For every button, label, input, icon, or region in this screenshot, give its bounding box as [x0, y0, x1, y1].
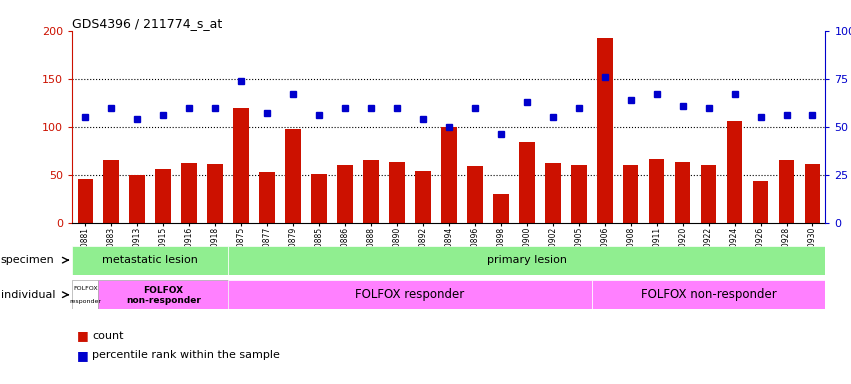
Bar	[104, 161, 119, 223]
Bar	[727, 121, 742, 223]
Text: FOLFOX: FOLFOX	[73, 286, 98, 291]
Bar	[597, 38, 613, 223]
Text: ■: ■	[77, 329, 89, 343]
Bar	[467, 166, 483, 223]
Bar	[363, 161, 379, 223]
Text: FOLFOX: FOLFOX	[143, 286, 183, 295]
Bar	[311, 174, 327, 223]
Bar	[72, 280, 99, 309]
Bar	[648, 159, 665, 223]
Bar	[591, 280, 825, 309]
Bar	[779, 161, 794, 223]
Bar	[77, 179, 93, 223]
Bar	[337, 165, 353, 223]
Bar	[99, 280, 228, 309]
Bar	[675, 162, 690, 223]
Bar	[233, 108, 249, 223]
Bar	[228, 280, 591, 309]
Bar	[753, 182, 768, 223]
Bar	[285, 129, 301, 223]
Bar	[441, 127, 457, 223]
Bar	[493, 194, 509, 223]
Text: FOLFOX responder: FOLFOX responder	[356, 288, 465, 301]
Bar	[156, 169, 171, 223]
Text: GDS4396 / 211774_s_at: GDS4396 / 211774_s_at	[72, 17, 223, 30]
Text: responder: responder	[69, 298, 101, 304]
Bar	[228, 246, 825, 275]
Text: metastatic lesion: metastatic lesion	[102, 255, 198, 265]
Text: specimen: specimen	[1, 255, 54, 265]
Bar	[415, 171, 431, 223]
Bar	[129, 175, 145, 223]
Text: primary lesion: primary lesion	[487, 255, 567, 265]
Text: percentile rank within the sample: percentile rank within the sample	[92, 350, 280, 360]
Bar	[623, 165, 638, 223]
Bar	[260, 172, 275, 223]
Text: ■: ■	[77, 349, 89, 362]
Bar	[701, 165, 717, 223]
Bar	[389, 162, 405, 223]
Bar	[208, 164, 223, 223]
Bar	[571, 165, 586, 223]
Bar	[805, 164, 820, 223]
Bar	[519, 142, 534, 223]
Text: FOLFOX non-responder: FOLFOX non-responder	[641, 288, 776, 301]
Text: individual: individual	[1, 290, 55, 300]
Text: non-responder: non-responder	[126, 296, 201, 305]
Bar	[181, 163, 197, 223]
Bar	[72, 246, 228, 275]
Text: count: count	[92, 331, 123, 341]
Bar	[545, 163, 561, 223]
